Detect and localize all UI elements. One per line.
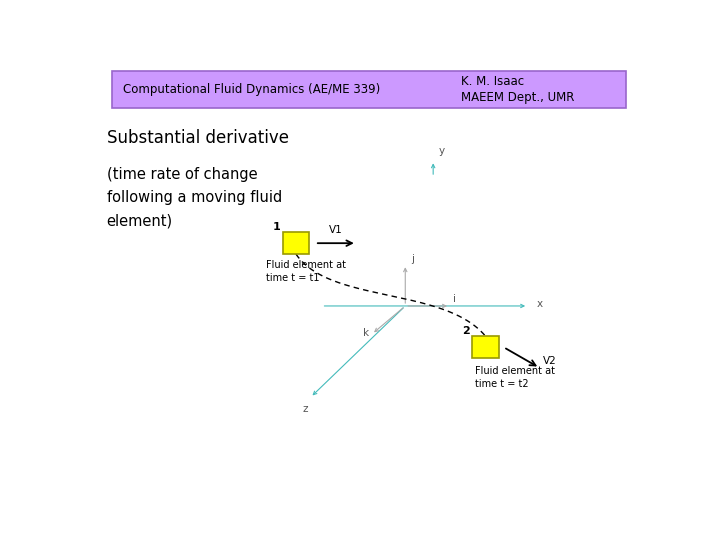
Text: MAEEM Dept., UMR: MAEEM Dept., UMR (461, 91, 575, 104)
Bar (472, 336, 499, 358)
Text: y: y (438, 146, 445, 156)
Text: i: i (453, 294, 456, 304)
FancyBboxPatch shape (112, 71, 626, 109)
Text: Substantial derivative: Substantial derivative (107, 129, 289, 147)
Text: (time rate of change
following a moving fluid
element): (time rate of change following a moving … (107, 167, 282, 228)
Text: V1: V1 (329, 225, 343, 235)
Text: Computational Fluid Dynamics (AE/ME 339): Computational Fluid Dynamics (AE/ME 339) (124, 83, 381, 96)
Text: Fluid element at
time t = t1: Fluid element at time t = t1 (266, 260, 346, 283)
Text: 2: 2 (462, 326, 470, 336)
Text: V2: V2 (543, 356, 557, 366)
Bar (282, 232, 310, 254)
Text: k: k (364, 328, 369, 339)
Text: 1: 1 (272, 222, 280, 232)
Text: K. M. Isaac: K. M. Isaac (461, 75, 524, 88)
Text: z: z (302, 404, 307, 414)
Text: x: x (536, 299, 543, 309)
Text: j: j (411, 254, 414, 264)
Text: Fluid element at
time t = t2: Fluid element at time t = t2 (475, 366, 555, 389)
